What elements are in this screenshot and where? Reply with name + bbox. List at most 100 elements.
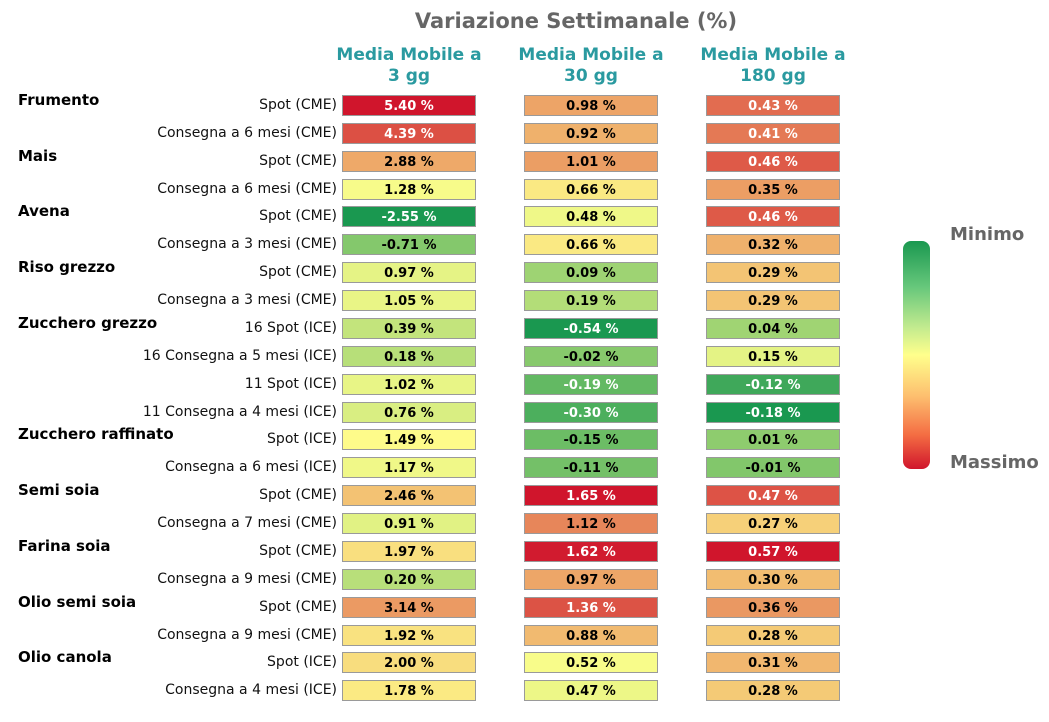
heatmap-cell: 0.36 % (706, 596, 840, 618)
heatmap-cell: 1.36 % (524, 596, 658, 618)
heatmap-cell: 0.46 % (706, 150, 840, 172)
heatmap-cell: 0.48 % (524, 206, 658, 228)
color-scale-bar (903, 241, 930, 469)
commodity-label: Riso grezzo (18, 258, 116, 277)
column-header-line: Media Mobile a (700, 45, 846, 65)
heatmap-cell: 0.28 % (706, 680, 840, 702)
heatmap-cell: -0.19 % (524, 373, 658, 395)
contract-label: Spot (CME) (259, 487, 337, 504)
commodity-label: Zucchero raffinato (18, 425, 174, 444)
commodity-label: Olio semi soia (18, 592, 137, 611)
heatmap-cell: 0.46 % (706, 206, 840, 228)
column-header-line: Media Mobile a (518, 45, 664, 65)
heatmap-cell: 1.02 % (342, 373, 476, 395)
contract-label: Spot (ICE) (267, 654, 337, 671)
heatmap-cell: 0.52 % (524, 652, 658, 674)
commodity-label: Frumento (18, 91, 100, 109)
color-scale-min-label: Minimo (950, 224, 1025, 245)
commodity-label: Mais (18, 146, 58, 165)
heatmap-cell: -0.71 % (342, 234, 476, 256)
heatmap-cell: 0.57 % (706, 540, 840, 562)
contract-label: Spot (CME) (259, 97, 337, 113)
heatmap-cell: -0.54 % (524, 317, 658, 339)
heatmap-cell: 0.32 % (706, 234, 840, 256)
contract-label: Spot (CME) (259, 208, 337, 225)
heatmap-cell: 1.28 % (342, 178, 476, 200)
heatmap-cell: -0.11 % (524, 457, 658, 479)
contract-label: Consegna a 4 mesi (ICE) (165, 682, 337, 699)
contract-label: Consegna a 6 mesi (CME) (157, 124, 337, 141)
heatmap-cell: -0.30 % (524, 401, 658, 423)
column-header-line: 30 gg (564, 66, 618, 86)
heatmap-cell: 0.31 % (706, 652, 840, 674)
heatmap-cell: 0.28 % (706, 624, 840, 646)
heatmap-cell: 0.66 % (524, 234, 658, 256)
heatmap-cell: 1.92 % (342, 624, 476, 646)
heatmap-cell: 1.12 % (524, 513, 658, 535)
heatmap-cell: 0.97 % (342, 262, 476, 284)
heatmap-cell: 0.35 % (706, 178, 840, 200)
heatmap-cell: 0.04 % (706, 317, 840, 339)
heatmap-cell: 4.39 % (342, 122, 476, 144)
contract-label: Spot (ICE) (267, 431, 337, 448)
heatmap-cell: 1.62 % (524, 540, 658, 562)
contract-label: 16 Spot (ICE) (244, 319, 337, 336)
heatmap-cell: 0.01 % (706, 429, 840, 451)
heatmap-cell: 0.29 % (706, 262, 840, 284)
heatmap-cell: 1.97 % (342, 540, 476, 562)
commodity-label: Avena (18, 202, 70, 221)
contract-label: Consegna a 9 mesi (CME) (157, 626, 337, 643)
contract-label: Consegna a 7 mesi (CME) (157, 515, 337, 532)
heatmap-cell: -2.55 % (342, 206, 476, 228)
heatmap-cell: 1.17 % (342, 457, 476, 479)
contract-label: Consegna a 6 mesi (CME) (157, 180, 337, 197)
column-header-line: Media Mobile a (336, 45, 482, 65)
heatmap-cell: 1.65 % (524, 485, 658, 507)
heatmap-cell: 5.40 % (342, 95, 476, 116)
contract-label: 11 Consegna a 4 mesi (ICE) (142, 403, 337, 420)
heatmap-cell: 0.97 % (524, 568, 658, 590)
heatmap-cell: 0.98 % (524, 95, 658, 116)
column-header: Media Mobile a 180 gg (673, 45, 873, 87)
heatmap-cell: 0.27 % (706, 513, 840, 535)
heatmap-cell: -0.18 % (706, 401, 840, 423)
heatmap-cell: 0.47 % (524, 680, 658, 702)
contract-label: 16 Consegna a 5 mesi (ICE) (142, 347, 337, 364)
commodity-label: Semi soia (18, 481, 100, 500)
heatmap-cell: 2.88 % (342, 150, 476, 172)
heatmap-cell: 2.00 % (342, 652, 476, 674)
heatmap-cell: 3.14 % (342, 596, 476, 618)
contract-label: 11 Spot (ICE) (244, 375, 337, 392)
heatmap-cell: 0.30 % (706, 568, 840, 590)
column-header-line: 180 gg (740, 66, 806, 86)
color-scale-max-label: Massimo (950, 452, 1039, 473)
heatmap-cell: 1.01 % (524, 150, 658, 172)
heatmap-cell: 0.91 % (342, 513, 476, 535)
heatmap-cell: -0.02 % (524, 345, 658, 367)
heatmap-cell: 0.47 % (706, 485, 840, 507)
heatmap-cell: 1.78 % (342, 680, 476, 702)
heatmap-cell: -0.12 % (706, 373, 840, 395)
heatmap-cell: 1.49 % (342, 429, 476, 451)
contract-label: Spot (CME) (259, 264, 337, 281)
contract-label: Consegna a 3 mesi (CME) (157, 236, 337, 253)
heatmap-cell: 0.39 % (342, 317, 476, 339)
contract-label: Spot (CME) (259, 598, 337, 615)
contract-label: Spot (CME) (259, 542, 337, 559)
heatmap-cell: 0.18 % (342, 345, 476, 367)
heatmap-cell: 0.29 % (706, 290, 840, 312)
heatmap-cell: 0.20 % (342, 568, 476, 590)
heatmap-cell: 0.15 % (706, 345, 840, 367)
contract-label: Consegna a 6 mesi (ICE) (165, 459, 337, 476)
heatmap-cell: 0.09 % (524, 262, 658, 284)
contract-label: Consegna a 3 mesi (CME) (157, 292, 337, 309)
heatmap-cell: 0.76 % (342, 401, 476, 423)
contract-label: Spot (CME) (259, 152, 337, 169)
contract-label: Consegna a 9 mesi (CME) (157, 570, 337, 587)
commodity-label: Farina soia (18, 536, 111, 555)
heatmap-cell: 0.41 % (706, 122, 840, 144)
commodity-label: Olio canola (18, 648, 112, 667)
heatmap-cell: 2.46 % (342, 485, 476, 507)
heatmap-cell: 0.43 % (706, 95, 840, 116)
